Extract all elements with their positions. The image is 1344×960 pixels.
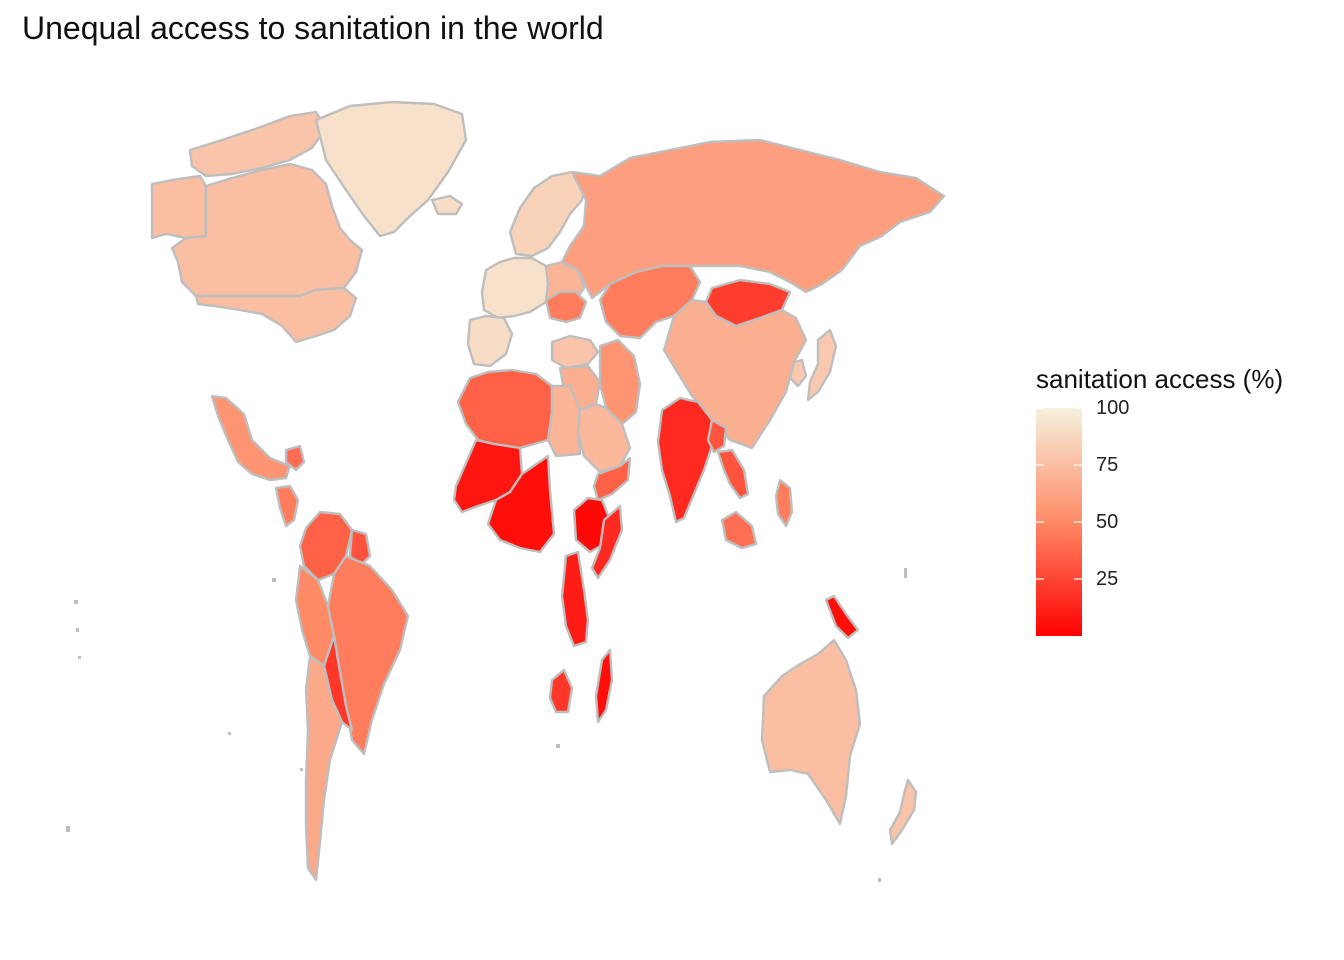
legend-colorbar (1036, 408, 1082, 636)
region-caribbean (284, 444, 306, 472)
region-mexico (210, 394, 292, 482)
region-yemen (592, 456, 632, 502)
legend-tick-label: 25 (1096, 568, 1119, 590)
region-iberia (466, 314, 514, 368)
region-central-africa (486, 454, 556, 554)
islet (228, 732, 231, 735)
region-argentina-chile (304, 654, 344, 882)
islet (76, 628, 79, 632)
region-new-zealand (888, 778, 918, 846)
region-new-guinea (824, 594, 860, 640)
region-arctic-islands (188, 110, 328, 178)
legend-tick-label: 50 (1096, 511, 1119, 533)
map-title: Unequal access to sanitation in the worl… (22, 10, 604, 46)
region-southeast-asia (716, 448, 750, 500)
islet (78, 656, 81, 659)
region-egypt (546, 384, 582, 458)
region-russia (560, 138, 946, 300)
region-japan (806, 328, 838, 402)
islet (66, 826, 70, 832)
region-bangladesh (706, 418, 728, 454)
islet (878, 878, 881, 882)
islet (300, 768, 303, 771)
legend-tick-label: 100 (1096, 397, 1130, 419)
region-philippines (774, 478, 794, 528)
region-usa (194, 286, 358, 344)
islet (74, 600, 78, 604)
islet (904, 568, 907, 578)
region-madagascar (594, 648, 614, 724)
region-turkey (550, 334, 600, 370)
region-iceland (430, 194, 464, 216)
region-indonesia (720, 510, 758, 550)
region-korea (788, 358, 808, 388)
region-alaska (150, 174, 208, 240)
region-western-europe (480, 256, 550, 320)
legend-title: sanitation access (%) (1036, 364, 1284, 394)
region-scandinavia (508, 170, 588, 258)
region-india (656, 396, 714, 524)
region-arabia (576, 402, 632, 474)
region-greenland (314, 100, 468, 238)
islet (272, 578, 276, 582)
region-central-america (274, 484, 300, 528)
region-south-africa (548, 668, 574, 714)
region-australia (760, 638, 862, 826)
islet (556, 744, 560, 748)
region-guianas (348, 528, 372, 568)
region-somalia (590, 504, 624, 580)
legend-tick-label: 75 (1096, 454, 1119, 476)
region-iran (598, 338, 642, 426)
region-ukraine (544, 290, 588, 324)
region-north-africa (456, 368, 554, 450)
region-southern-africa (560, 550, 590, 648)
